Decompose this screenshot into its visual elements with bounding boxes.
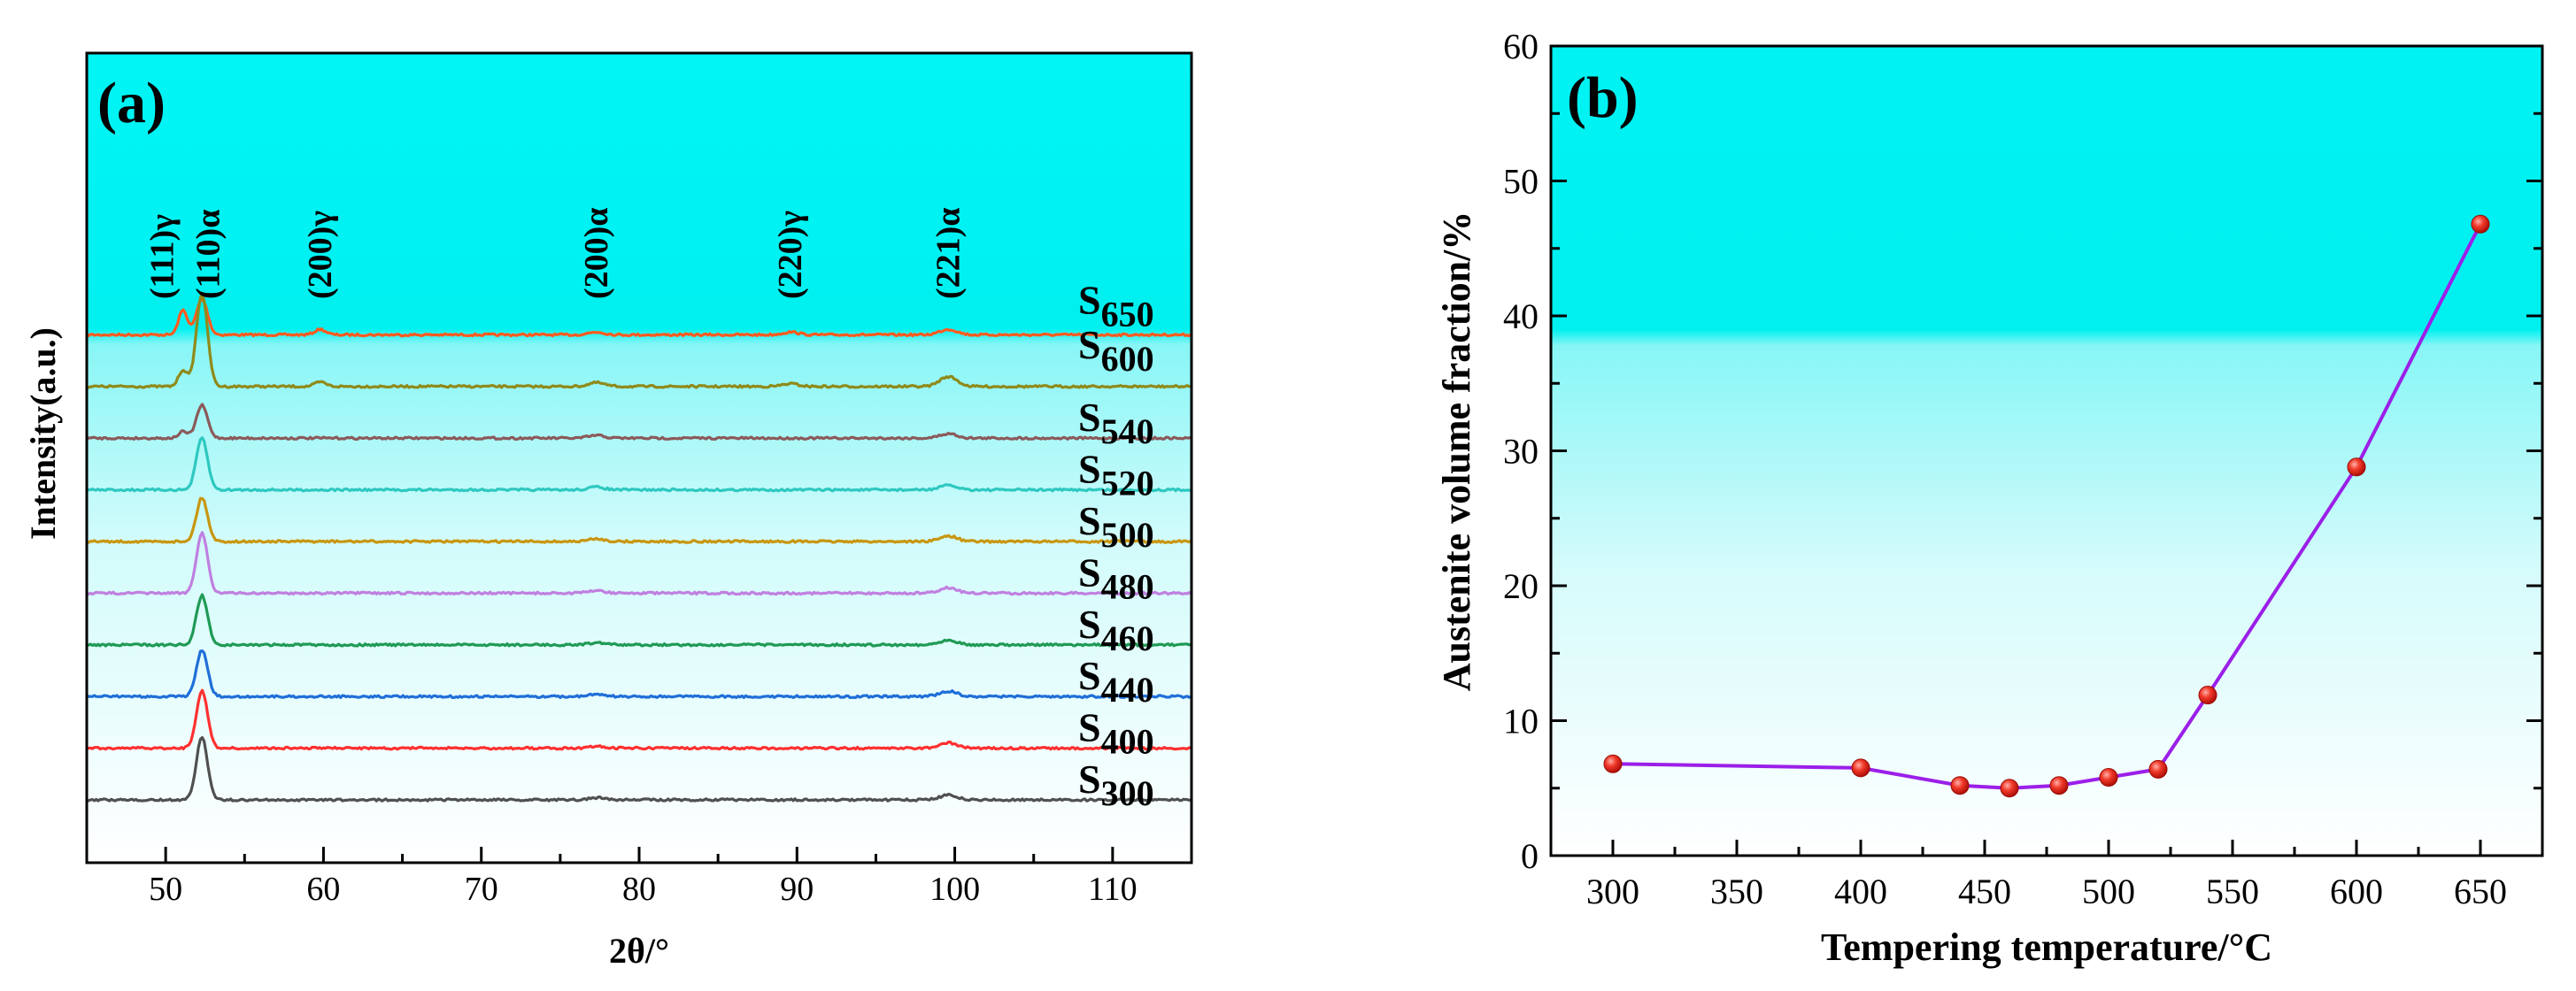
y-tick-label: 40 — [1503, 296, 1539, 336]
series-label-letter: S — [1078, 395, 1101, 440]
x-tick-label: 550 — [2206, 872, 2259, 911]
data-point-400 — [1851, 758, 1870, 778]
xrd-trace-600 — [86, 292, 1192, 389]
data-point-300 — [1603, 754, 1623, 773]
series-label-subscript: 460 — [1101, 618, 1154, 658]
xrd-trace-400 — [86, 688, 1192, 751]
series-label-letter: S — [1078, 549, 1101, 595]
xrd-trace-500 — [86, 496, 1192, 544]
y-tick-label: 60 — [1503, 27, 1539, 66]
panel-b-plot-area — [1551, 46, 2542, 856]
panel-b-y-axis-title: Austenite volume fraction/% — [1435, 211, 1478, 692]
series-label-subscript: 440 — [1101, 670, 1154, 710]
series-label-letter: S — [1078, 277, 1101, 322]
panel-a-peak-labels: (111)γ (110)α (200)γ (200)α (220)γ (221)α — [144, 207, 968, 299]
series-label-subscript: 300 — [1101, 773, 1154, 813]
data-point-460 — [2000, 779, 2019, 798]
y-tick-label: 0 — [1521, 836, 1539, 876]
series-label-letter: S — [1078, 705, 1101, 750]
x-tick-label: 70 — [465, 871, 498, 908]
series-label-400: S400 — [1078, 705, 1154, 762]
series-label-subscript: 400 — [1101, 722, 1154, 762]
series-label-subscript: 520 — [1101, 464, 1154, 503]
panel-b-label: (b) — [1567, 65, 1639, 130]
series-label-subscript: 600 — [1101, 339, 1154, 379]
peak-label: (220)γ — [772, 211, 809, 299]
series-label-650: S650 — [1078, 277, 1154, 334]
panel-a-label: (a) — [97, 71, 166, 135]
series-label-440: S440 — [1078, 653, 1154, 710]
series-label-540: S540 — [1078, 395, 1154, 451]
y-tick-label: 20 — [1503, 566, 1539, 606]
xrd-trace-300 — [86, 736, 1192, 803]
series-label-letter: S — [1078, 757, 1101, 802]
series-label-letter: S — [1078, 322, 1101, 367]
x-tick-label: 80 — [622, 871, 656, 908]
austenite-line — [1612, 223, 2482, 790]
x-tick-label: 450 — [1958, 872, 2011, 911]
series-label-letter: S — [1078, 447, 1101, 492]
peak-label: (111)γ — [144, 214, 181, 299]
panel-a-x-axis-title: 2θ/° — [609, 931, 669, 971]
x-tick-label: 350 — [1710, 872, 1763, 911]
series-label-subscript: 480 — [1101, 566, 1154, 606]
series-label-letter: S — [1078, 498, 1101, 543]
data-point-520 — [2148, 759, 2168, 779]
x-tick-label: 60 — [306, 871, 340, 908]
data-point-600 — [2347, 457, 2366, 477]
panel-a-traces — [85, 292, 1192, 803]
series-label-300: S300 — [1078, 757, 1154, 813]
panel-a-y-axis-title: Intensity(a.u.) — [23, 327, 63, 540]
xrd-trace-650 — [85, 297, 1192, 338]
x-tick-label: 110 — [1088, 871, 1138, 908]
x-tick-label: 600 — [2330, 872, 2383, 911]
series-label-460: S460 — [1078, 602, 1154, 658]
panel-a: 50 60 70 80 90 100 110 (111)γ (110)α (200)γ (200)… — [23, 51, 1193, 971]
peak-label: (221)α — [929, 207, 967, 299]
x-tick-label: 50 — [149, 871, 182, 908]
y-tick-label: 50 — [1503, 162, 1539, 202]
x-tick-label: 100 — [929, 871, 980, 908]
series-label-500: S500 — [1078, 498, 1154, 555]
x-tick-label: 300 — [1586, 872, 1639, 911]
x-tick-label: 90 — [780, 871, 814, 908]
panel-b-frame — [1549, 44, 2544, 857]
series-label-subscript: 650 — [1101, 294, 1154, 334]
series-label-520: S520 — [1078, 447, 1154, 503]
series-label-subscript: 500 — [1101, 515, 1154, 555]
peak-label: (110)α — [189, 210, 227, 299]
x-tick-label: 650 — [2454, 872, 2507, 911]
series-label-letter: S — [1078, 653, 1101, 698]
x-tick-label: 400 — [1834, 872, 1887, 911]
peak-label: (200)γ — [302, 211, 339, 299]
peak-label: (200)α — [578, 207, 615, 299]
x-tick-label: 500 — [2082, 872, 2135, 911]
data-point-500 — [2099, 768, 2118, 787]
xrd-trace-540 — [86, 403, 1192, 441]
panel-a-plot-area — [87, 53, 1192, 863]
series-label-letter: S — [1078, 602, 1101, 647]
xrd-trace-460 — [86, 593, 1192, 648]
panel-b: 300 350 400 450 500 550 600 650 0 10 20 30 40 50 60 (b… — [1435, 27, 2544, 969]
data-point-440 — [1950, 776, 1970, 795]
panel-a-x-ticks: 50 60 70 80 90 100 110 — [85, 847, 1193, 908]
series-label-subscript: 540 — [1101, 411, 1154, 451]
y-tick-label: 30 — [1503, 432, 1539, 472]
data-point-480 — [2049, 776, 2069, 795]
data-point-540 — [2198, 686, 2217, 705]
y-tick-label: 10 — [1503, 702, 1539, 741]
data-point-650 — [2471, 214, 2490, 234]
xrd-trace-480 — [86, 531, 1192, 596]
xrd-trace-440 — [86, 649, 1192, 699]
panel-b-series — [1603, 214, 2490, 798]
panel-b-ticks: 300 350 400 450 500 550 600 650 0 10 20 30 40 50 60 — [1503, 27, 2544, 911]
series-label-600: S600 — [1078, 322, 1154, 379]
series-label-480: S480 — [1078, 549, 1154, 606]
panel-b-x-axis-title: Tempering temperature/°C — [1821, 926, 2272, 969]
xrd-trace-520 — [86, 436, 1192, 493]
